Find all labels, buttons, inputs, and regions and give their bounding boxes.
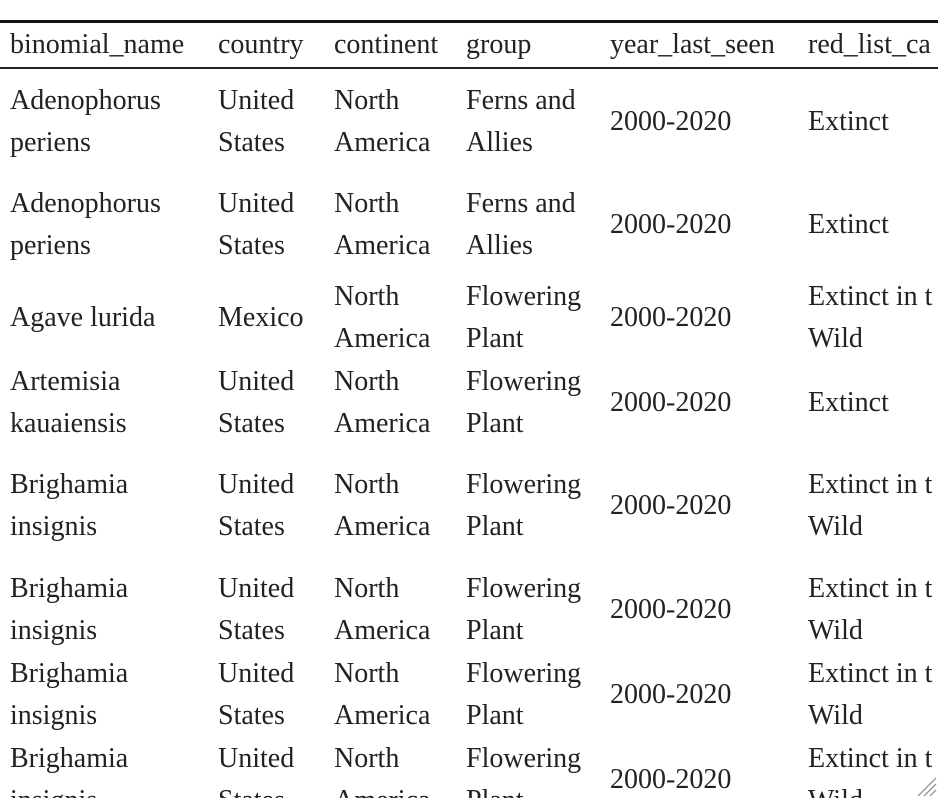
table-row: Brighamia insignis United States North A… — [0, 567, 938, 653]
cell-red-list-category: Extinct in t Wild — [808, 743, 933, 798]
cell-continent: North America — [334, 658, 431, 731]
cell-country: Mexico — [218, 302, 304, 333]
cell-continent: North America — [334, 281, 431, 354]
cell-year-last-seen: 2000-2020 — [610, 209, 732, 240]
cell-continent: North America — [334, 366, 431, 439]
cell-red-list-category: Extinct in t Wild — [808, 658, 933, 731]
cell-binomial-name: Adenophorus periens — [10, 85, 161, 158]
column-header-country[interactable]: country — [208, 23, 324, 69]
cell-year-last-seen: 2000-2020 — [610, 490, 732, 521]
cell-year-last-seen: 2000-2020 — [610, 106, 732, 137]
cell-binomial-name: Agave lurida — [10, 302, 156, 333]
cell-red-list-category: Extinct in t Wild — [808, 281, 933, 354]
cell-red-list-category: Extinct in t Wild — [808, 469, 933, 542]
cell-binomial-name: Brighamia insignis — [10, 658, 129, 731]
table-row: Adenophorus periens United States North … — [0, 68, 938, 175]
cell-group: Flowering Plant — [466, 281, 582, 354]
cell-country: United States — [218, 188, 295, 261]
cell-binomial-name: Brighamia insignis — [10, 743, 129, 798]
cell-red-list-category: Extinct — [808, 209, 889, 240]
column-header-group[interactable]: group — [456, 23, 600, 69]
cell-continent: North America — [334, 469, 431, 542]
cell-red-list-category: Extinct in t Wild — [808, 573, 933, 646]
table-row: Agave lurida Mexico North America Flower… — [0, 275, 938, 361]
cell-continent: North America — [334, 573, 431, 646]
cell-binomial-name: Adenophorus periens — [10, 188, 161, 261]
cell-red-list-category: Extinct — [808, 106, 889, 137]
cell-country: United States — [218, 366, 295, 439]
cell-group: Flowering Plant — [466, 573, 582, 646]
cell-group: Flowering Plant — [466, 366, 582, 439]
table-top-rule — [0, 20, 938, 23]
cell-binomial-name: Brighamia insignis — [10, 573, 129, 646]
table-row: Artemisia kauaiensis United States North… — [0, 361, 938, 445]
cell-group: Flowering Plant — [466, 469, 582, 542]
cell-country: United States — [218, 658, 295, 731]
cell-year-last-seen: 2000-2020 — [610, 679, 732, 710]
data-table-container[interactable]: binomial_name country continent group ye… — [0, 20, 938, 798]
cell-red-list-category: Extinct — [808, 387, 889, 418]
cell-continent: North America — [334, 188, 431, 261]
cell-year-last-seen: 2000-2020 — [610, 594, 732, 625]
table-row: Brighamia insignis United States North A… — [0, 445, 938, 567]
column-header-year-last-seen[interactable]: year_last_seen — [600, 23, 798, 69]
data-table: binomial_name country continent group ye… — [0, 23, 938, 798]
cell-group: Ferns and Allies — [466, 85, 576, 158]
cell-year-last-seen: 2000-2020 — [610, 387, 732, 418]
column-header-continent[interactable]: continent — [324, 23, 456, 69]
cell-country: United States — [218, 85, 295, 158]
cell-binomial-name: Brighamia insignis — [10, 469, 129, 542]
cell-year-last-seen: 2000-2020 — [610, 302, 732, 333]
table-row: Brighamia insignis United States North A… — [0, 737, 938, 798]
table-row: Adenophorus periens United States North … — [0, 175, 938, 275]
table-header-row: binomial_name country continent group ye… — [0, 23, 938, 69]
cell-year-last-seen: 2000-2020 — [610, 764, 732, 795]
cell-binomial-name: Artemisia kauaiensis — [10, 366, 127, 439]
cell-group: Flowering Plant — [466, 658, 582, 731]
cell-continent: North America — [334, 85, 431, 158]
cell-group: Ferns and Allies — [466, 188, 576, 261]
resize-grip-icon[interactable] — [912, 772, 938, 798]
cell-continent: North America — [334, 743, 430, 798]
cell-country: United States — [218, 573, 295, 646]
table-row: Brighamia insignis United States North A… — [0, 653, 938, 737]
cell-country: United States — [218, 469, 295, 542]
cell-group: Flowering Plant — [466, 743, 582, 798]
column-header-binomial-name[interactable]: binomial_name — [0, 23, 208, 69]
cell-country: United States — [218, 743, 295, 798]
column-header-red-list-category[interactable]: red_list_ca — [798, 23, 938, 69]
